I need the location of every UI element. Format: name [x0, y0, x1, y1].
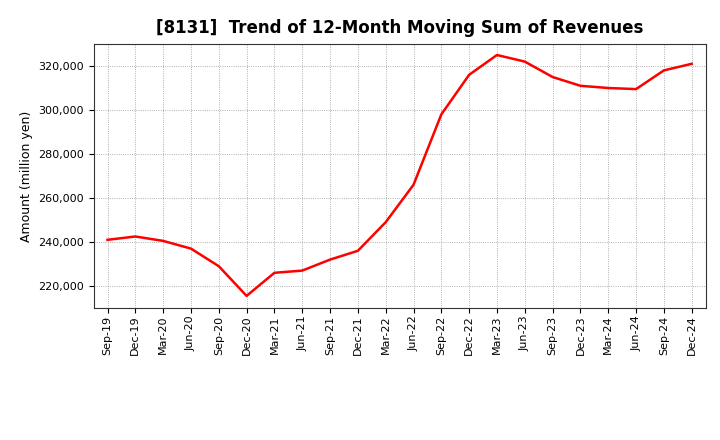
- Title: [8131]  Trend of 12-Month Moving Sum of Revenues: [8131] Trend of 12-Month Moving Sum of R…: [156, 19, 643, 37]
- Y-axis label: Amount (million yen): Amount (million yen): [19, 110, 32, 242]
